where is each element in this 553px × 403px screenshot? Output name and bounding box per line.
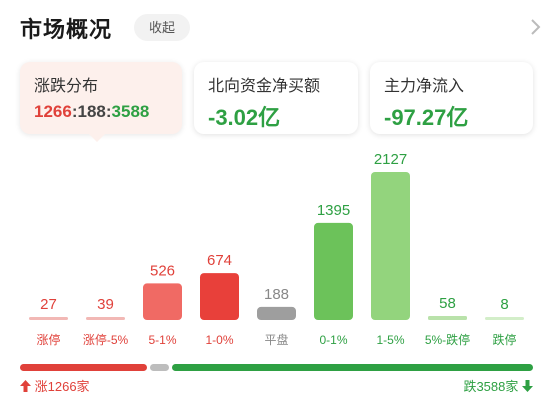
up-count: 1266 bbox=[34, 102, 72, 121]
up-legend-label: 涨1266家 bbox=[34, 379, 90, 394]
category-label-5: 0-1% bbox=[319, 333, 347, 347]
bar-value-label-3: 674 bbox=[207, 252, 232, 269]
card-northbound[interactable]: 北向资金净买额 -3.02亿 bbox=[194, 62, 358, 134]
bar-value-label-2: 526 bbox=[150, 262, 175, 279]
up-ratio-bar bbox=[20, 364, 148, 371]
bar-value-label-0: 27 bbox=[40, 296, 57, 313]
market-overview-header: 市场概况 收起 bbox=[0, 0, 553, 54]
arrow-up-icon bbox=[20, 380, 31, 392]
bar-value-label-1: 39 bbox=[97, 296, 114, 313]
flat-ratio-bar bbox=[150, 364, 170, 371]
bar-value-label-5: 1395 bbox=[317, 202, 350, 219]
card-main-flow[interactable]: 主力净流入 -97.27亿 bbox=[370, 62, 533, 134]
bar-2 bbox=[143, 283, 182, 320]
summary-cards: 涨跌分布 1266:188:3588 北向资金净买额 -3.02亿 主力净流入 … bbox=[0, 62, 553, 134]
down-count: 3588 bbox=[111, 102, 150, 121]
bar-4 bbox=[257, 306, 296, 320]
category-label-7: 5%-跌停 bbox=[425, 332, 470, 347]
bar-6 bbox=[371, 172, 410, 320]
bar-3 bbox=[200, 273, 239, 320]
bar-7 bbox=[428, 315, 467, 320]
down-ratio-bar bbox=[172, 364, 533, 371]
category-label-2: 5-1% bbox=[148, 333, 176, 347]
distribution-bar-chart: 27 涨停 39 涨停-5% 526 5-1% 674 1-0% 188 平盘 1395 0-1% 21… bbox=[29, 151, 524, 347]
bar-value-label-7: 58 bbox=[439, 295, 456, 312]
chevron-right-icon[interactable] bbox=[524, 14, 546, 40]
arrow-down-icon bbox=[522, 380, 533, 392]
bar-value-label-4: 188 bbox=[264, 286, 289, 303]
card-main-flow-label: 主力净流入 bbox=[384, 78, 465, 95]
card-distribution[interactable]: 涨跌分布 1266:188:3588 bbox=[20, 62, 182, 134]
active-card-pointer bbox=[88, 133, 106, 142]
up-legend: 涨1266家 bbox=[20, 376, 90, 395]
category-label-4: 平盘 bbox=[264, 332, 288, 347]
category-label-8: 跌停 bbox=[492, 332, 516, 347]
bar-0 bbox=[29, 317, 68, 320]
category-label-3: 1-0% bbox=[205, 333, 233, 347]
category-label-1: 涨停-5% bbox=[83, 332, 129, 347]
card-northbound-value: -3.02亿 bbox=[208, 105, 281, 130]
down-legend-label: 跌3588家 bbox=[463, 379, 519, 394]
card-northbound-label: 北向资金净买额 bbox=[208, 78, 321, 95]
bar-value-label-8: 8 bbox=[500, 296, 508, 313]
category-label-0: 涨停 bbox=[36, 332, 60, 347]
bar-value-label-6: 2127 bbox=[374, 151, 407, 168]
page-title: 市场概况 bbox=[20, 17, 113, 42]
down-legend: 跌3588家 bbox=[463, 376, 533, 395]
flat-count: 188 bbox=[77, 102, 106, 121]
distribution-ratio: 1266:188:3588 bbox=[34, 102, 150, 121]
card-main-flow-value: -97.27亿 bbox=[384, 105, 469, 130]
collapse-button[interactable]: 收起 bbox=[134, 14, 190, 41]
bar-1 bbox=[86, 317, 125, 320]
card-distribution-label: 涨跌分布 bbox=[34, 78, 99, 95]
bar-5 bbox=[314, 222, 353, 320]
category-label-6: 1-5% bbox=[376, 333, 404, 347]
bar-8 bbox=[485, 317, 524, 320]
